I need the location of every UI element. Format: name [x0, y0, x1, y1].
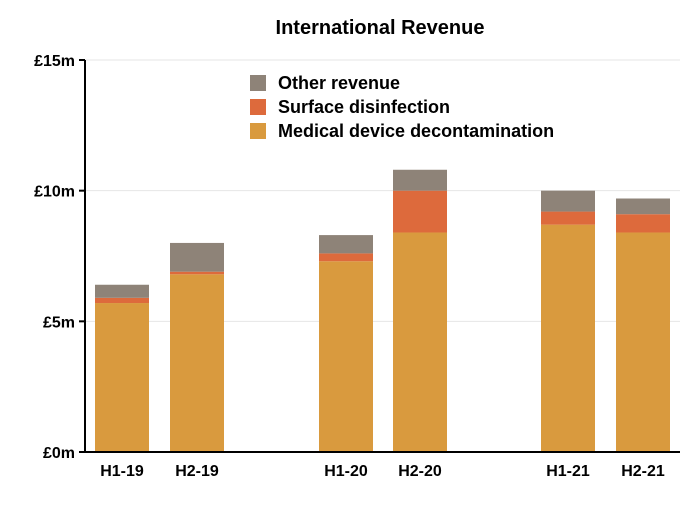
y-tick-label-1: £5m — [43, 314, 75, 331]
bar-h1-19-series-0 — [95, 303, 149, 452]
y-tick-label-3: £15m — [34, 53, 75, 70]
x-tick-label-h2-19: H2-19 — [175, 463, 219, 480]
legend-label-0: Other revenue — [278, 73, 400, 93]
y-tick-label-2: £10m — [34, 184, 75, 201]
legend-swatch-1 — [250, 99, 266, 115]
ticks-layer: £0m £5m £10m £15m H1-19 H2-19 H1-20 H2-20 H1-21 H… — [34, 53, 665, 480]
bar-h1-20-series-1 — [319, 253, 373, 262]
legend: Other revenue Surface disinfection Medical… — [250, 73, 554, 141]
bar-h1-19-series-1 — [95, 297, 149, 304]
bar-h2-20-series-0 — [393, 232, 447, 452]
axes-layer — [84, 60, 680, 453]
legend-swatch-2 — [250, 123, 266, 139]
legend-label-2: Medical device decontamination — [278, 121, 554, 141]
bar-h2-21-series-1 — [616, 214, 670, 233]
bar-h1-20-series-0 — [319, 261, 373, 452]
legend-swatch-0 — [250, 75, 266, 91]
legend-label-1: Surface disinfection — [278, 97, 450, 117]
bar-h2-19-series-0 — [170, 274, 224, 452]
bar-h1-21-series-0 — [541, 224, 595, 452]
x-tick-label-h1-19: H1-19 — [100, 463, 144, 480]
bar-h2-21-series-0 — [616, 232, 670, 452]
bar-h1-19-series-2 — [95, 284, 149, 298]
x-tick-label-h2-21: H2-21 — [621, 463, 665, 480]
bar-h1-21-series-1 — [541, 211, 595, 225]
bar-h2-20-series-2 — [393, 169, 447, 191]
bar-h2-19-series-1 — [170, 271, 224, 275]
x-tick-label-h1-20: H1-20 — [324, 463, 368, 480]
bar-h2-20-series-1 — [393, 190, 447, 233]
bar-h1-20-series-2 — [319, 235, 373, 254]
bar-h2-19-series-2 — [170, 242, 224, 272]
bar-h2-21-series-2 — [616, 198, 670, 215]
x-tick-label-h1-21: H1-21 — [546, 463, 590, 480]
chart-title: International Revenue — [276, 17, 485, 39]
x-tick-label-h2-20: H2-20 — [398, 463, 442, 480]
bar-h1-21-series-2 — [541, 190, 595, 212]
bars-layer — [95, 169, 670, 452]
y-tick-label-0: £0m — [43, 445, 75, 462]
